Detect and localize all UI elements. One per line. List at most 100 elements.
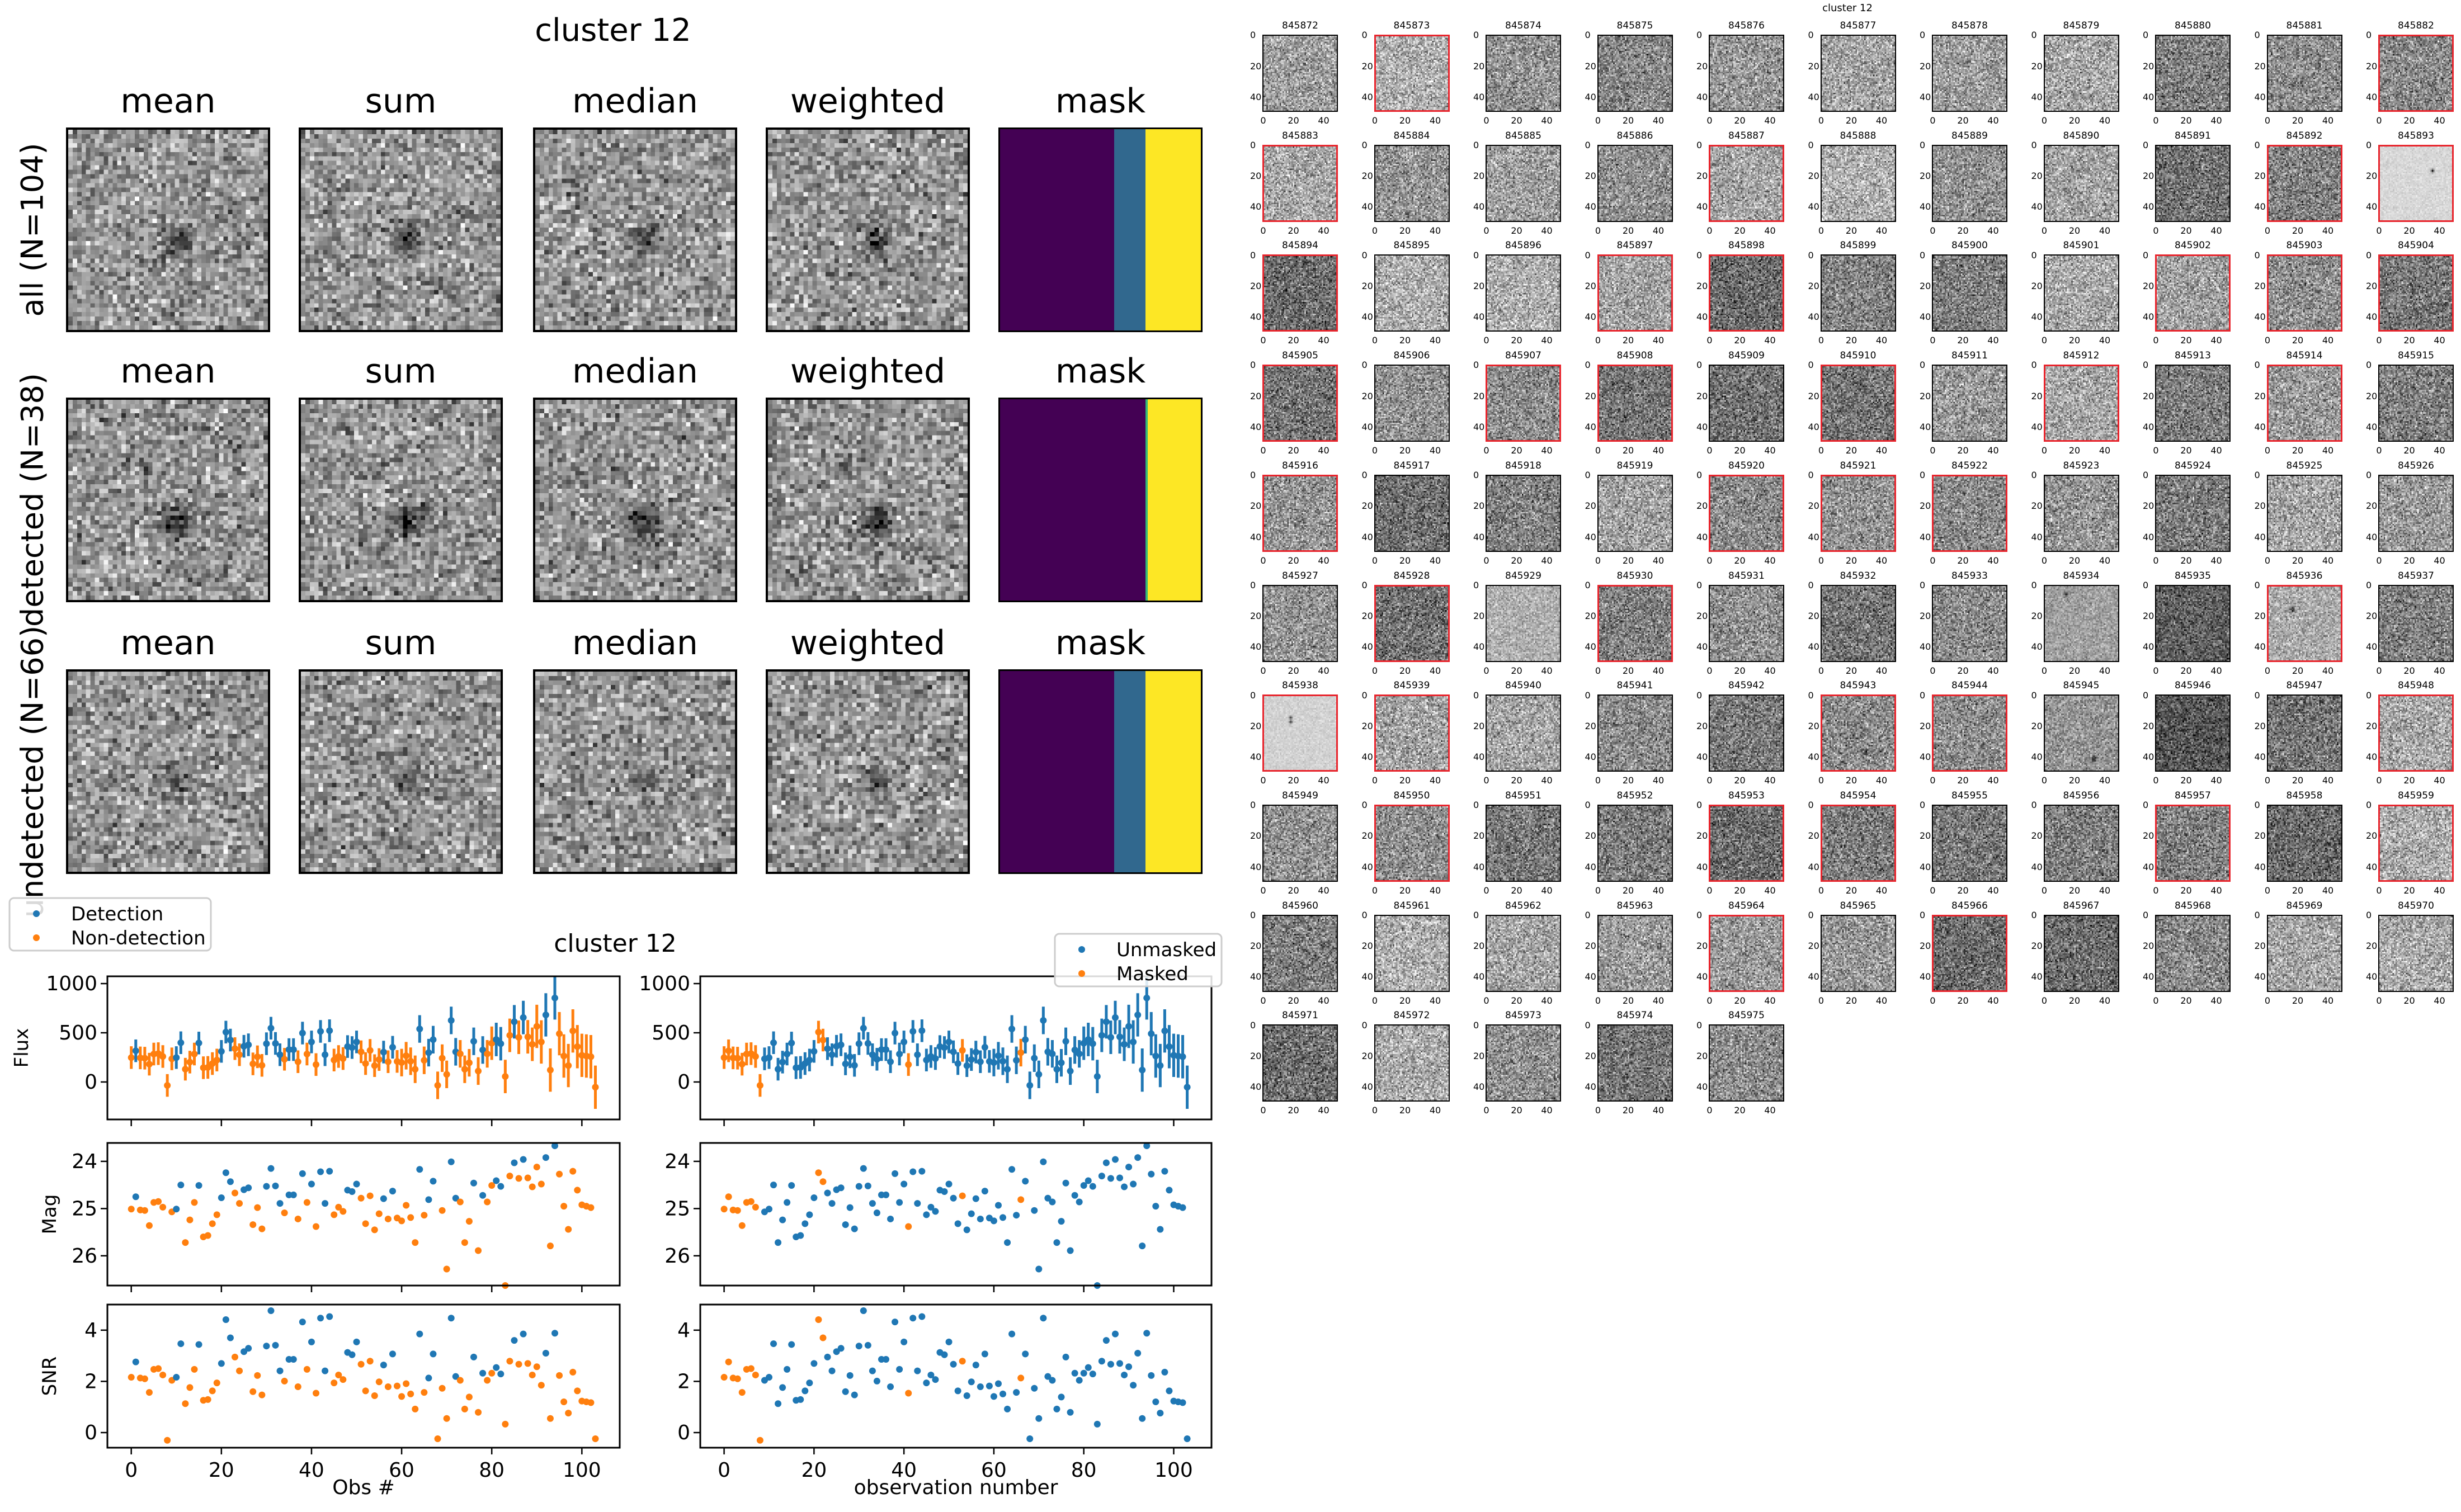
data-point bbox=[1017, 1049, 1025, 1056]
thumbnail-x-tick-label: 20 bbox=[1288, 775, 1299, 786]
data-point bbox=[515, 1360, 522, 1368]
data-point bbox=[164, 1437, 171, 1444]
data-point bbox=[1017, 1196, 1025, 1203]
data-point bbox=[1157, 1226, 1164, 1233]
thumbnail-y-tick-label: 20 bbox=[1920, 171, 1931, 182]
y-tick-label: 500 bbox=[59, 1022, 97, 1045]
stack-image-sum bbox=[299, 398, 503, 602]
thumbnail-y-tick-label: 40 bbox=[2366, 971, 2378, 982]
thumbnail-pixels bbox=[1710, 476, 1783, 550]
data-point bbox=[173, 1206, 180, 1213]
thumbnail-image bbox=[1932, 254, 2007, 332]
thumbnail-title: 845918 bbox=[1505, 460, 1541, 471]
data-point bbox=[308, 1338, 315, 1345]
thumbnail-image bbox=[1374, 474, 1450, 552]
thumbnail-x-tick-label: 20 bbox=[2180, 555, 2192, 566]
thumbnail-x-tick-label: 40 bbox=[1541, 665, 1553, 676]
thumbnail-x-tick-label: 20 bbox=[2403, 665, 2415, 676]
legend-marker bbox=[1078, 946, 1085, 953]
thumbnail-image bbox=[1374, 254, 1450, 332]
thumbnail-y-tick-label: 20 bbox=[1361, 1050, 1373, 1061]
data-point bbox=[1026, 1081, 1034, 1089]
thumbnail-title: 845896 bbox=[1505, 240, 1541, 252]
data-point bbox=[303, 1050, 310, 1057]
data-point bbox=[290, 1356, 297, 1363]
thumbnail-pixels bbox=[1375, 256, 1449, 331]
thumbnail-image bbox=[1709, 474, 1784, 552]
data-point bbox=[972, 1195, 979, 1202]
legend-label: Non-detection bbox=[71, 927, 206, 949]
data-point bbox=[520, 1330, 527, 1338]
legend-label: Unmasked bbox=[1116, 939, 1217, 961]
thumbnail-x-tick-label: 40 bbox=[1987, 225, 1999, 236]
thumbnail-title: 845924 bbox=[2175, 460, 2211, 471]
data-point bbox=[747, 1365, 755, 1372]
data-point bbox=[1134, 1350, 1142, 1357]
thumbnail-x-tick-label: 40 bbox=[2322, 335, 2334, 346]
thumbnail-x-tick-label: 0 bbox=[1260, 885, 1266, 896]
data-point bbox=[892, 1029, 899, 1037]
data-point bbox=[1044, 1373, 1052, 1380]
thumbnail-pixels bbox=[1710, 256, 1783, 330]
data-point bbox=[303, 1199, 310, 1206]
thumbnail-y-tick-label: 40 bbox=[1585, 1081, 1596, 1093]
thumbnail-y-tick-label: 20 bbox=[1250, 941, 1262, 952]
thumbnail-x-tick-label: 20 bbox=[1845, 775, 1857, 786]
data-point bbox=[371, 1392, 378, 1400]
thumbnail-image bbox=[1709, 914, 1784, 992]
thumbnail-image bbox=[2266, 474, 2342, 552]
data-point bbox=[738, 1389, 746, 1396]
thumbnail-pixels bbox=[1375, 1026, 1449, 1101]
thumbnail-pixels bbox=[2157, 806, 2229, 880]
thumbnail-image bbox=[1262, 804, 1338, 882]
thumbnail-x-tick-label: 0 bbox=[1483, 665, 1489, 676]
thumbnail-y-tick-label: 0 bbox=[2366, 689, 2372, 701]
data-point bbox=[132, 1193, 139, 1201]
thumbnail-title: 845959 bbox=[2398, 790, 2434, 801]
data-point bbox=[394, 1382, 401, 1390]
data-point bbox=[968, 1378, 975, 1386]
thumbnail-x-tick-label: 0 bbox=[1706, 335, 1713, 346]
data-point bbox=[132, 1047, 139, 1055]
thumbnail-x-tick-label: 20 bbox=[1511, 1105, 1522, 1116]
thumbnail-y-tick-label: 0 bbox=[1361, 30, 1368, 41]
thumbnail-y-tick-label: 40 bbox=[1585, 201, 1596, 212]
column-title-median: median bbox=[572, 352, 698, 391]
thumbnail-y-tick-label: 20 bbox=[2254, 60, 2266, 72]
thumbnail-title: 845880 bbox=[2175, 20, 2211, 31]
thumbnail-image bbox=[2155, 584, 2231, 662]
thumbnail-x-tick-label: 0 bbox=[2153, 335, 2159, 346]
thumbnail-x-tick-label: 20 bbox=[1288, 1105, 1299, 1116]
thumbnail-x-tick-label: 40 bbox=[1429, 885, 1441, 896]
data-point bbox=[412, 1239, 419, 1246]
thumbnail-x-tick-label: 20 bbox=[1511, 335, 1522, 346]
data-point bbox=[209, 1220, 216, 1227]
thumbnail-y-tick-label: 0 bbox=[2366, 800, 2372, 811]
thumbnail-y-tick-label: 40 bbox=[2254, 421, 2266, 432]
thumbnail-y-tick-label: 40 bbox=[1920, 861, 1931, 872]
thumbnail-x-tick-label: 40 bbox=[1987, 555, 1999, 566]
thumbnail-x-tick-label: 20 bbox=[2292, 885, 2304, 896]
thumbnail-image bbox=[1709, 254, 1784, 332]
data-point bbox=[470, 1179, 477, 1187]
thumbnail-image bbox=[1597, 914, 1673, 992]
data-point bbox=[461, 1405, 468, 1412]
thumbnail-pixels bbox=[2380, 36, 2452, 110]
data-point bbox=[941, 1188, 948, 1195]
thumbnail-x-tick-label: 0 bbox=[1818, 775, 1824, 786]
data-point bbox=[784, 1365, 791, 1373]
thumbnail-y-tick-label: 0 bbox=[1361, 689, 1368, 701]
data-point bbox=[425, 1374, 432, 1382]
thumbnail-x-tick-label: 20 bbox=[1734, 885, 1746, 896]
thumbnail-pixels bbox=[2267, 696, 2341, 771]
thumbnail-x-tick-label: 20 bbox=[1734, 335, 1746, 346]
thumbnail-x-tick-label: 20 bbox=[2292, 115, 2304, 126]
thumbnail-y-tick-label: 0 bbox=[2254, 909, 2260, 920]
thumbnail-y-tick-label: 20 bbox=[2143, 60, 2154, 72]
data-point bbox=[1098, 1358, 1105, 1365]
thumbnail-pixels bbox=[1710, 366, 1783, 441]
thumbnail-image bbox=[1486, 254, 1561, 332]
thumbnail-title: 845895 bbox=[1393, 240, 1430, 252]
data-point bbox=[779, 1216, 786, 1223]
thumbnail-y-tick-label: 40 bbox=[1473, 641, 1485, 653]
